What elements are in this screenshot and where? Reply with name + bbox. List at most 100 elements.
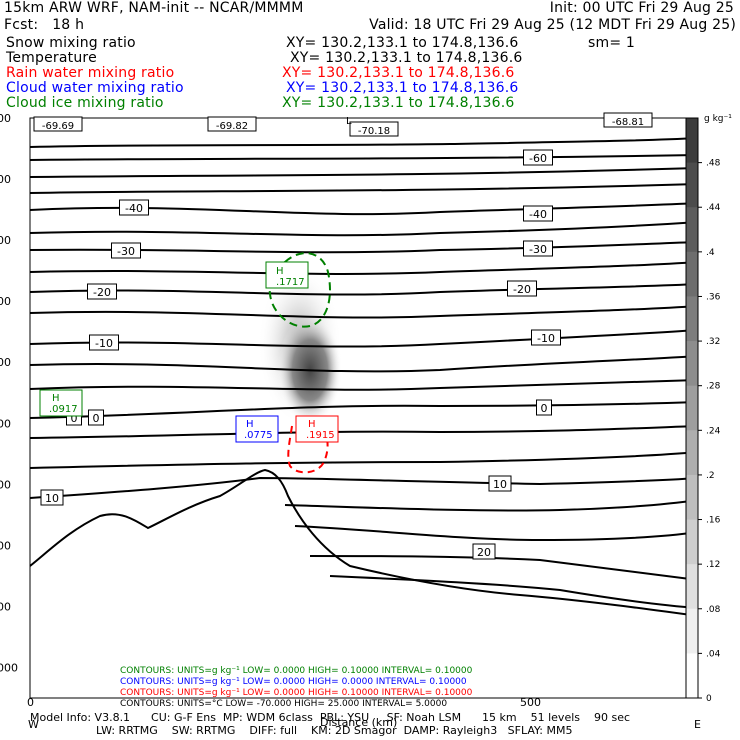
isotherm-label-box xyxy=(523,205,553,222)
colorbar: .48 .44 .4 .36 .32 .28 .24 .2 .16 .12 .08 .04 0 g kg… xyxy=(685,114,732,704)
y-tick-label: 900 xyxy=(0,600,11,613)
isotherm-label: 20 xyxy=(477,546,491,559)
isotherm-line xyxy=(30,425,698,439)
colorbar-tick-label: .48 xyxy=(706,159,721,169)
isotherm-line xyxy=(30,401,698,419)
model-info-line1: Model Info: V3.8.1 CU: G-F Ens MP: WDM 6… xyxy=(30,711,631,724)
east-end-marker: E xyxy=(694,718,701,731)
isotherm-label-box xyxy=(531,329,561,346)
ice-max-letter: H xyxy=(276,266,284,277)
ice-max2-value: .0917 xyxy=(49,404,78,415)
colorbar-tick-label: .28 xyxy=(706,382,721,392)
field-name-cloud-water: Cloud water mixing ratio xyxy=(6,80,184,96)
colorbar-cell xyxy=(686,162,698,208)
colorbar-cell xyxy=(686,564,698,610)
isotherm-label: 0 xyxy=(541,402,548,415)
isotherm-line xyxy=(30,183,698,194)
colorbar-frame xyxy=(685,117,699,699)
distance-axis: 0 500 Distance (km) W E xyxy=(27,696,701,731)
field-xy-snow: XY= 130.2,133.1 to 174.8,136.6 xyxy=(286,35,519,51)
init-time: Init: 00 UTC Fri 29 Aug 25 xyxy=(549,0,734,16)
isotherm-label: -30 xyxy=(117,245,135,258)
top-temperature-box xyxy=(33,116,83,132)
isotherm-label: 10 xyxy=(45,492,59,505)
isotherm-label: -40 xyxy=(125,202,143,215)
cloud-water-max-letter: H xyxy=(246,419,254,430)
ice-max2-letter: H xyxy=(52,393,60,404)
colorbar-tick-label: 0 xyxy=(706,694,712,704)
y-tick-label: 500 xyxy=(0,356,11,369)
field-xy-temperature: XY= 130.2,133.1 to 174.8,136.6 xyxy=(290,50,523,66)
colorbar-cell xyxy=(686,608,698,654)
y-tick-label: 200 xyxy=(0,173,11,186)
cloud-water-max-box xyxy=(235,415,279,443)
cloud-water-max-value: .0775 xyxy=(244,430,273,441)
contour-info-temperature: CONTOURS: UNITS=°C LOW= -70.000 HIGH= 25… xyxy=(120,699,447,709)
isotherm-line xyxy=(30,451,698,469)
top-temperature-label: -70.18 xyxy=(358,126,390,137)
ice-max-value: .1717 xyxy=(276,277,305,288)
isotherm-label: -10 xyxy=(537,332,555,345)
field-xy-cloud-ice: XY= 130.2,133.1 to 174.8,136.6 xyxy=(282,95,515,111)
y-tick-label: 300 xyxy=(0,234,11,247)
isotherm-line xyxy=(30,241,698,254)
contour-info: CONTOURS: UNITS=g kg⁻¹ LOW= 0.0000 HIGH=… xyxy=(120,666,473,709)
isotherm-label-box xyxy=(87,283,117,300)
isotherm-label: -10 xyxy=(95,337,113,350)
pressure-axis-labels: 100 200 300 400 500 600 700 800 900 1000 xyxy=(0,112,18,674)
colorbar-tick-label: .32 xyxy=(706,337,720,347)
rain-max-value: .1915 xyxy=(306,430,335,441)
colorbar-cells xyxy=(686,118,698,699)
top-temperature-label: -68.81 xyxy=(612,117,644,128)
west-end-marker: W xyxy=(28,718,39,731)
isotherm-labels: -60 -40 -40 -30 -30 -20 -20 -10 -10 0 0 0 10 10 20 -69.… xyxy=(33,112,653,560)
rain-max-letter: H xyxy=(308,419,316,430)
y-tick-label: 600 xyxy=(0,417,11,430)
colorbar-tick-label: .4 xyxy=(706,248,715,258)
isotherm-label: -30 xyxy=(529,243,547,256)
y-tick-label: 700 xyxy=(0,478,11,491)
temperature-low-letter: L xyxy=(346,116,352,127)
isotherm-label-box xyxy=(111,242,141,259)
contour-info-cloud-water: CONTOURS: UNITS=g kg⁻¹ LOW= 0.0000 HIGH=… xyxy=(120,677,467,687)
isotherm-label-box xyxy=(472,543,496,560)
isotherm-line xyxy=(30,283,698,296)
isotherm-label: -60 xyxy=(529,152,547,165)
isotherm-label-box xyxy=(536,399,552,416)
colorbar-tick-label: .44 xyxy=(706,203,721,213)
colorbar-cell xyxy=(686,296,698,342)
colorbar-cell xyxy=(686,251,698,297)
colorbar-cell xyxy=(686,430,698,476)
colorbar-cell xyxy=(686,653,698,699)
top-temperature-box xyxy=(349,121,399,137)
field-smoothing: sm= 1 xyxy=(588,35,636,51)
isotherm-line xyxy=(294,525,698,542)
colorbar-cell xyxy=(686,118,698,164)
isotherm-line xyxy=(30,221,698,237)
colorbar-unit: g kg⁻¹ xyxy=(704,114,732,124)
isotherm-label-box xyxy=(523,240,553,257)
y-tick-label: 1000 xyxy=(0,661,18,674)
isotherm-line xyxy=(30,137,698,148)
colorbar-ticks: .48 .44 .4 .36 .32 .28 .24 .2 .16 .12 .08 .04 0 xyxy=(698,159,721,704)
valid-time: Valid: 18 UTC Fri 29 Aug 25 (12 MDT Fri … xyxy=(369,17,736,33)
colorbar-tick-label: .04 xyxy=(706,649,721,659)
colorbar-tick-label: .24 xyxy=(706,426,721,436)
isotherm-label-box xyxy=(119,199,149,216)
top-temperature-box xyxy=(603,112,653,128)
isotherm-label-box xyxy=(523,149,553,166)
y-tick-label: 800 xyxy=(0,539,11,552)
terrain-surface xyxy=(29,468,699,617)
colorbar-tick-label: .08 xyxy=(706,605,721,615)
top-temperature-label: -69.82 xyxy=(216,121,248,132)
x-tick-label: 0 xyxy=(27,696,34,709)
colorbar-cell xyxy=(686,519,698,565)
contour-info-ice: CONTOURS: UNITS=g kg⁻¹ LOW= 0.0000 HIGH=… xyxy=(120,666,473,676)
x-tick-label: 500 xyxy=(520,696,541,709)
extrema-labels: H .1717 H .0917 H .0775 H .1915 L xyxy=(39,116,352,443)
model-title: 15km ARW WRF, NAM-init -- NCAR/MMMM xyxy=(4,0,304,16)
field-name-cloud-ice: Cloud ice mixing ratio xyxy=(6,95,164,111)
field-xy-rain: XY= 130.2,133.1 to 174.8,136.6 xyxy=(282,65,515,81)
y-tick-label: 400 xyxy=(0,295,11,308)
isotherm-line xyxy=(30,305,698,319)
